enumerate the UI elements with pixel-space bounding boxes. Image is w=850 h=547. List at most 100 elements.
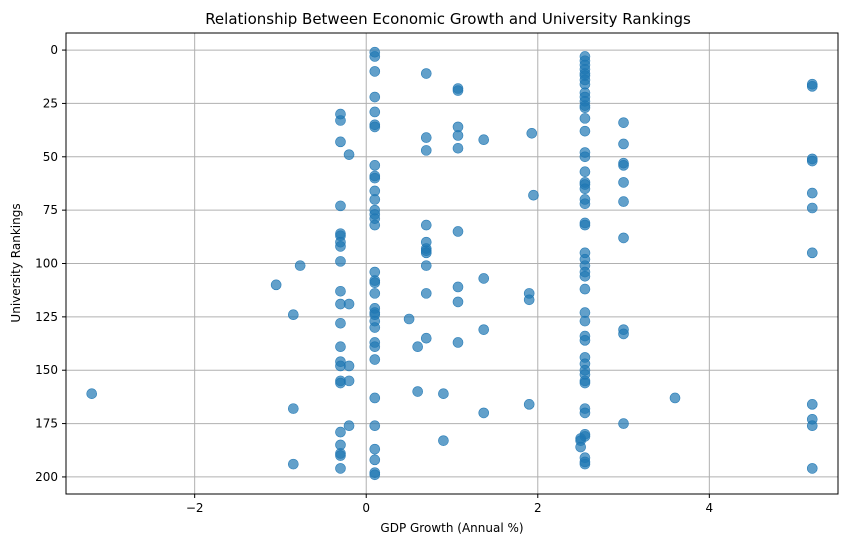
scatter-point — [420, 219, 432, 231]
scatter-point — [420, 145, 432, 156]
scatter-point — [523, 399, 535, 410]
scatter-point — [579, 166, 591, 178]
scatter-point — [420, 68, 432, 79]
scatter-point — [412, 341, 423, 353]
scatter-point — [343, 360, 355, 372]
scatter-point — [526, 128, 538, 139]
scatter-point — [452, 142, 464, 154]
y-tick-label: 75 — [43, 203, 58, 217]
scatter-point — [369, 219, 381, 231]
scatter-point — [403, 313, 415, 325]
scatter-point — [369, 469, 381, 481]
scatter-point — [579, 183, 591, 195]
y-tick-label: 200 — [35, 470, 58, 484]
scatter-point — [369, 51, 381, 62]
scatter-point — [335, 341, 346, 353]
scatter-point — [288, 403, 299, 414]
scatter-point — [579, 125, 591, 137]
scatter-point — [452, 337, 464, 348]
scatter-point — [806, 399, 818, 410]
scatter-point — [369, 106, 381, 118]
scatter-point — [478, 273, 490, 284]
scatter-point — [452, 85, 464, 96]
scatter-point — [369, 91, 381, 103]
scatter-point — [335, 317, 346, 329]
scatter-point — [369, 354, 381, 365]
scatter-point — [618, 177, 629, 188]
scatter-point — [270, 279, 282, 291]
scatter-point — [438, 388, 449, 399]
scatter-point — [806, 463, 818, 474]
scatter-point — [579, 407, 591, 419]
scatter-point — [369, 121, 381, 133]
scatter-point — [669, 392, 681, 404]
scatter-point — [618, 138, 629, 150]
y-tick-label: 150 — [35, 363, 58, 377]
scatter-point — [618, 196, 629, 207]
y-tick-label: 175 — [35, 417, 58, 431]
scatter-point — [452, 130, 464, 141]
scatter-point — [806, 155, 818, 167]
y-tick-label: 0 — [50, 43, 58, 57]
scatter-point — [335, 463, 346, 474]
scatter-point — [420, 247, 432, 259]
scatter-point — [86, 388, 98, 399]
scatter-point — [369, 341, 381, 353]
scatter-point — [523, 294, 535, 306]
scatter-point — [618, 232, 629, 244]
scatter-point — [369, 443, 381, 455]
x-tick-label: −2 — [186, 501, 204, 515]
y-axis-label: University Rankings — [9, 203, 23, 322]
x-axis-label: GDP Growth (Annual %) — [380, 521, 523, 535]
grid — [66, 33, 838, 494]
scatter-point — [420, 132, 432, 143]
scatter-point — [618, 328, 629, 340]
scatter-point — [806, 420, 818, 432]
scatter-point — [335, 426, 346, 438]
scatter-point — [369, 66, 381, 77]
scatter-point — [579, 198, 591, 210]
scatter-point — [579, 113, 591, 124]
scatter-point — [579, 219, 591, 231]
x-axis-ticks: −2 0 2 4 — [186, 494, 713, 515]
scatter-point — [806, 202, 818, 214]
data-points — [86, 46, 818, 481]
scatter-point — [806, 247, 818, 259]
scatter-point — [618, 117, 629, 128]
scatter-point — [579, 315, 591, 327]
scatter-point — [528, 189, 539, 201]
scatter-point — [579, 458, 591, 470]
scatter-point — [335, 241, 346, 252]
scatter-point — [335, 115, 346, 126]
scatter-point — [579, 151, 591, 163]
scatter-point — [335, 256, 346, 267]
scatter-point — [369, 392, 381, 404]
scatter-point — [294, 260, 306, 271]
scatter-point — [618, 418, 629, 429]
y-tick-label: 125 — [35, 310, 58, 324]
y-tick-label: 100 — [35, 257, 58, 271]
x-tick-label: 0 — [362, 501, 370, 515]
scatter-point — [478, 407, 490, 419]
scatter-point — [420, 332, 432, 344]
scatter-point — [438, 435, 449, 446]
scatter-point — [579, 102, 591, 113]
scatter-point — [420, 288, 432, 299]
scatter-point — [575, 441, 586, 453]
scatter-point — [806, 81, 818, 92]
y-tick-label: 50 — [43, 150, 58, 164]
scatter-point — [806, 187, 818, 199]
y-axis-ticks: 0 25 50 75 100 125 150 175 200 — [35, 43, 66, 484]
scatter-point — [288, 458, 299, 470]
scatter-point — [343, 375, 355, 387]
scatter-point — [452, 296, 464, 308]
chart-title: Relationship Between Economic Growth and… — [205, 10, 691, 28]
scatter-point — [343, 420, 355, 432]
scatter-point — [579, 283, 591, 295]
scatter-point — [452, 226, 464, 237]
scatter-point — [335, 285, 346, 297]
scatter-point — [478, 134, 490, 146]
scatter-point — [335, 450, 346, 461]
scatter-point — [412, 386, 423, 397]
